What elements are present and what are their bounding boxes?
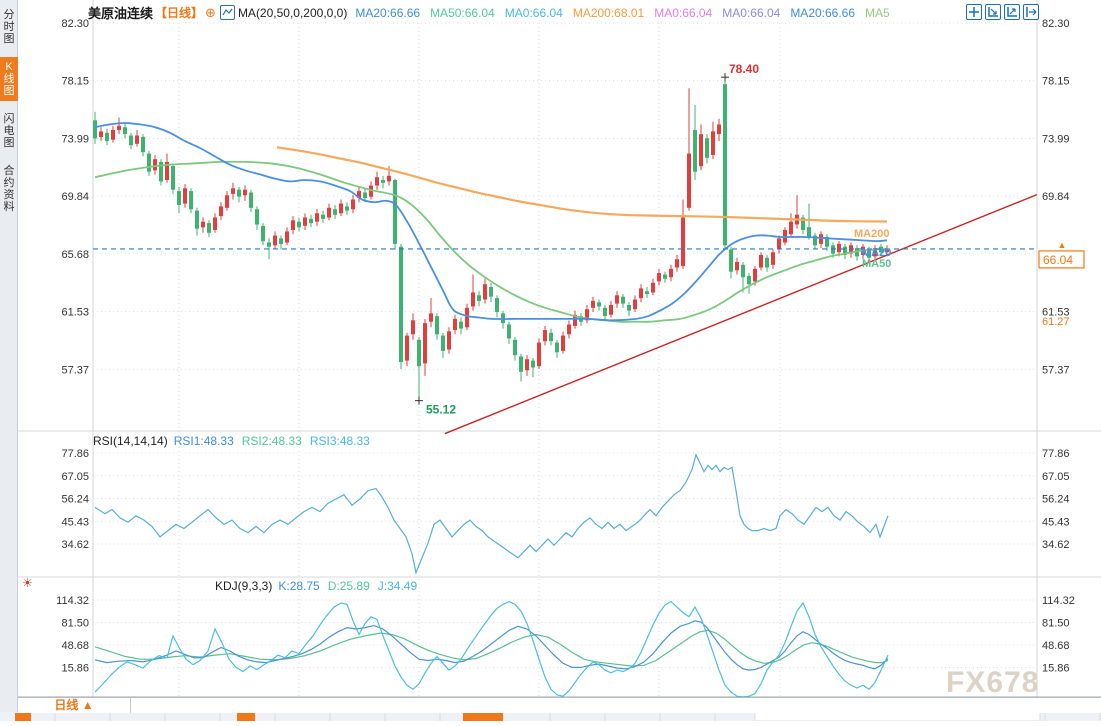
svg-text:114.32: 114.32 xyxy=(56,595,89,607)
svg-text:▲: ▲ xyxy=(1058,240,1067,250)
svg-text:45.43: 45.43 xyxy=(1042,516,1070,528)
period-tab-label: 日线 xyxy=(54,698,79,712)
svg-text:78.15: 78.15 xyxy=(61,76,89,88)
watermark: FX678 xyxy=(946,666,1040,699)
rsi-value-2: RSI2:48.33 xyxy=(241,434,302,448)
ma-value-7: MA20:66.66 xyxy=(790,5,856,20)
svg-text:69.84: 69.84 xyxy=(61,191,89,203)
kdj-name[interactable]: KDJ(9,3,3) xyxy=(215,579,273,593)
ma-values: MA20:66.66 MA50:66.04 MA0:66.04 MA200:68.01… xyxy=(355,5,899,20)
svg-text:67.05: 67.05 xyxy=(1042,471,1070,483)
alert-sun-icon[interactable]: ☀ xyxy=(22,576,33,590)
svg-text:34.62: 34.62 xyxy=(1042,539,1070,551)
svg-text:45.43: 45.43 xyxy=(61,516,89,528)
ma-value-3: MA0:66.04 xyxy=(504,5,563,20)
sidebar-tab-4[interactable]: 合约资料 xyxy=(3,165,15,213)
time-axis-bar: 日线 ▲ xyxy=(18,697,1101,713)
svg-text:61.53: 61.53 xyxy=(1042,307,1070,319)
svg-text:56.24: 56.24 xyxy=(1042,494,1070,506)
rsi-name[interactable]: RSI(14,14,14) xyxy=(93,434,168,448)
svg-text:34.62: 34.62 xyxy=(61,539,89,551)
svg-text:65.68: 65.68 xyxy=(61,249,89,261)
svg-text:81.50: 81.50 xyxy=(61,618,89,630)
ma-value-8: MA5 xyxy=(865,5,890,20)
svg-text:48.68: 48.68 xyxy=(61,640,89,652)
kdj-value-1: K:28.75 xyxy=(278,579,320,593)
chart-toolbar xyxy=(963,4,1039,25)
svg-text:15.86: 15.86 xyxy=(61,663,89,675)
ma-value-2: MA50:66.04 xyxy=(430,5,495,20)
svg-text:81.50: 81.50 xyxy=(1042,618,1070,630)
svg-text:55.12: 55.12 xyxy=(426,403,456,417)
period-tab[interactable]: 日线 ▲ xyxy=(18,698,131,713)
svg-text:66.04: 66.04 xyxy=(1043,253,1073,267)
svg-text:67.05: 67.05 xyxy=(61,471,89,483)
svg-text:77.86: 77.86 xyxy=(1042,448,1070,460)
svg-text:56.24: 56.24 xyxy=(61,494,89,506)
svg-text:15.86: 15.86 xyxy=(1042,663,1070,675)
ma-value-6: MA0:66.04 xyxy=(722,5,781,20)
svg-text:73.99: 73.99 xyxy=(1042,133,1070,145)
ma-value-4: MA200:68.01 xyxy=(572,5,645,20)
sidebar-tab-3[interactable]: 闪电图 xyxy=(3,113,15,149)
svg-text:57.37: 57.37 xyxy=(1042,364,1070,376)
rsi-value-1: RSI1:48.33 xyxy=(173,434,234,448)
period-tab-arrow-icon: ▲ xyxy=(81,698,94,712)
svg-text:114.32: 114.32 xyxy=(1042,595,1075,607)
svg-text:48.68: 48.68 xyxy=(1042,640,1070,652)
ma-value-1: MA20:66.66 xyxy=(355,5,421,20)
chart-header: 美原油连续 【日线】 ⊕ MA(20,50,0,200,0,0) MA20:66.66 M… xyxy=(88,3,900,22)
svg-text:MA20: MA20 xyxy=(862,247,891,259)
kdj-value-2: D:25.89 xyxy=(327,579,370,593)
kdj-value-3: J:34.49 xyxy=(377,579,418,593)
svg-text:78.15: 78.15 xyxy=(1042,76,1070,88)
svg-text:82.30: 82.30 xyxy=(1042,18,1070,30)
svg-text:MA200: MA200 xyxy=(854,228,889,240)
svg-text:69.84: 69.84 xyxy=(1042,191,1070,203)
crosshair-icon[interactable] xyxy=(966,4,982,20)
svg-text:78.40: 78.40 xyxy=(729,62,759,76)
rsi-header: RSI(14,14,14) RSI1:48.33 RSI2:48.33 RSI3:48… xyxy=(93,434,378,448)
svg-text:82.30: 82.30 xyxy=(61,18,89,30)
sidebar: 分时图 K线图闪电图合约资料 xyxy=(0,0,18,721)
svg-text:73.99: 73.99 xyxy=(61,133,89,145)
ma-value-5: MA0:66.04 xyxy=(654,5,713,20)
sidebar-tab-1[interactable]: 分时图 xyxy=(3,9,15,45)
pan-right-icon[interactable] xyxy=(1023,4,1039,20)
sidebar-tab-2[interactable]: K线图 xyxy=(0,57,18,101)
svg-text:61.27: 61.27 xyxy=(1042,316,1070,328)
svg-text:77.86: 77.86 xyxy=(61,448,89,460)
measure-right-icon[interactable] xyxy=(1004,4,1020,20)
chart-type-icon[interactable] xyxy=(219,5,235,20)
svg-text:61.53: 61.53 xyxy=(61,307,89,319)
rsi-value-3: RSI3:48.33 xyxy=(309,434,370,448)
symbol-title: 美原油连续 xyxy=(88,6,154,21)
ma-settings-label[interactable]: MA(20,50,0,200,0,0) xyxy=(237,5,348,20)
indicator-settings-icon[interactable]: ⊕ xyxy=(205,4,216,20)
svg-text:57.37: 57.37 xyxy=(61,364,89,376)
kdj-header: KDJ(9,3,3) K:28.75 D:25.89 J:34.49 xyxy=(215,579,425,593)
measure-left-icon[interactable] xyxy=(985,4,1001,20)
period-tag: 【日线】 xyxy=(155,6,204,20)
svg-text:MA50: MA50 xyxy=(862,258,891,270)
